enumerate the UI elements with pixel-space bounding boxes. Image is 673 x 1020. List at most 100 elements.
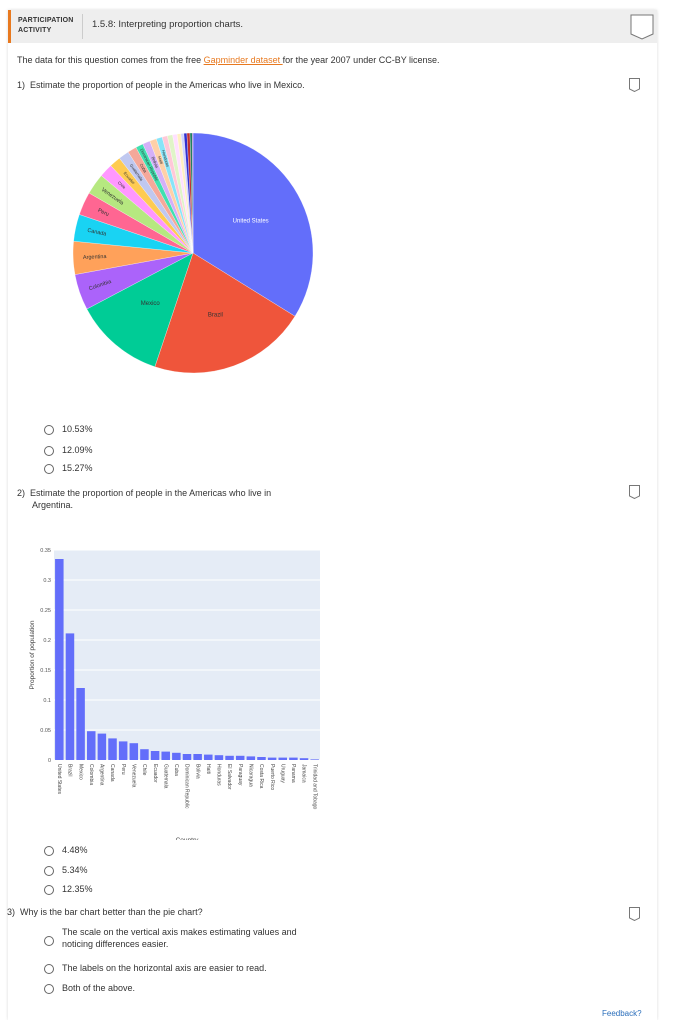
bar [161,751,170,760]
question-1: 1) Estimate the proportion of people in … [17,80,305,90]
pie-label: Bolivia [150,156,159,170]
q1-option-1-label: 10.53% [62,424,93,434]
question-1-complete-icon [629,78,640,92]
bar [65,633,75,760]
y-tick-label: 0.05 [40,728,51,734]
pie-slice [86,252,194,367]
plot-area [54,550,320,760]
q3-option-1-line1: The scale on the vertical axis makes est… [62,927,297,937]
q3-option-1-line2: noticing differences easier. [62,939,169,949]
x-tick-label: Uruguay [279,764,285,783]
x-tick-label: Peru [120,764,126,775]
question-3-text: Why is the bar chart better than the pie… [20,907,203,917]
y-tick-label: 0.3 [43,578,51,584]
bar [267,757,277,760]
question-2-text-line2: Argentina. [32,500,74,510]
pie-chart: United StatesBrazilMexicoColombiaArgenti… [72,132,314,374]
gapminder-link[interactable]: Gapminder dataset [203,55,283,65]
bar [278,757,288,760]
q2-option-1-label: 4.48% [62,845,88,855]
q1-option-2-radio[interactable] [44,446,54,456]
feedback-link[interactable]: Feedback? [602,1009,642,1018]
q3-option-2-label: The labels on the horizontal axis are ea… [62,963,267,973]
x-tick-label: Nicaragua [248,764,254,787]
q2-option-1-radio[interactable] [44,846,54,856]
x-tick-label: Trinidad and Tobago [311,764,317,810]
bar [118,741,128,760]
activity-type-label: PARTICIPATION ACTIVITY [18,16,74,36]
x-tick-label: El Salvador [226,764,232,790]
x-tick-label: Dominican Republic [184,764,190,809]
participation-activity-card: PARTICIPATION ACTIVITY 1.5.8: Interpreti… [7,10,657,1020]
x-tick-label: Panama [290,764,296,783]
bookmark-icon[interactable] [630,14,654,40]
intro-suffix: for the year 2007 under CC-BY license. [282,55,440,65]
bar [182,754,192,760]
bar [86,731,96,760]
pie-label: Peru [97,208,110,218]
pie-slice [192,132,314,317]
q2-option-2-radio[interactable] [44,866,54,876]
q3-option-3-radio[interactable] [44,984,54,994]
activity-label-line2: ACTIVITY [18,27,52,34]
question-2-text: Estimate the proportion of people in the… [30,488,272,498]
x-tick-label: Costa Rica [258,764,264,789]
bar [76,688,85,760]
x-tick-label: Bolivia [194,764,200,779]
x-tick-label: Venezuela [130,764,136,788]
question-2-number: 2) [17,488,26,498]
pie-label: United States [233,218,269,224]
bar [214,755,224,760]
bar [108,738,117,760]
x-tick-label: Puerto Rico [269,764,275,790]
y-tick-label: 0.25 [40,608,51,614]
q3-option-2-radio[interactable] [44,964,54,974]
bar [257,757,266,760]
x-tick-label: Guatemala [162,764,168,789]
x-tick-label: Honduras [216,764,222,786]
question-3-complete-icon [629,907,640,921]
q2-option-3-radio[interactable] [44,885,54,895]
q1-option-1-radio[interactable] [44,425,54,435]
q1-option-2-label: 12.09% [62,445,93,455]
x-tick-label: Jamaica [301,764,307,783]
x-tick-label: United States [56,764,62,795]
q1-option-3-label: 15.27% [62,463,93,473]
q3-option-1-radio[interactable] [44,936,54,946]
y-tick-label: 0.35 [40,548,51,554]
q3-option-3-label: Both of the above. [62,983,136,993]
x-tick-label: Ecuador [152,764,158,783]
bar [140,749,149,760]
x-axis-title: Country [176,837,200,840]
activity-title: 1.5.8: Interpreting proportion charts. [92,19,244,30]
bar [193,754,202,760]
x-tick-label: Haiti [205,764,211,774]
y-tick-label: 0.1 [43,698,51,704]
bar [235,755,245,760]
pie-slice [192,132,194,254]
bar [172,752,181,760]
pie-label: Cuba [139,163,149,174]
q1-option-3-radio[interactable] [44,464,54,474]
x-tick-label: Mexico [77,764,83,780]
question-3: 3) Why is the bar chart better than the … [7,907,203,917]
bar [97,733,107,760]
x-tick-label: Brazil [67,764,73,777]
bar [55,559,64,760]
q2-option-3-label: 12.35% [62,884,93,894]
y-tick-label: 0 [48,758,51,764]
question-3-number: 3) [7,907,16,917]
bar [289,757,298,760]
activity-header: PARTICIPATION ACTIVITY 1.5.8: Interpreti… [8,10,657,43]
bar [129,743,139,760]
x-tick-label: Paraguay [237,764,243,786]
y-tick-label: 0.15 [40,668,51,674]
bar [204,754,213,760]
activity-label-line1: PARTICIPATION [18,17,74,24]
pie-label: Chile [117,180,128,190]
x-tick-label: Cuba [173,764,179,776]
pie-label: Mexico [141,301,161,307]
x-tick-label: Argentina [99,764,105,786]
question-2-complete-icon [629,485,640,499]
bar-chart: 0 0.05 0.1 0.15 0.2 0.25 0.3 0.35 United States B… [29,548,320,840]
